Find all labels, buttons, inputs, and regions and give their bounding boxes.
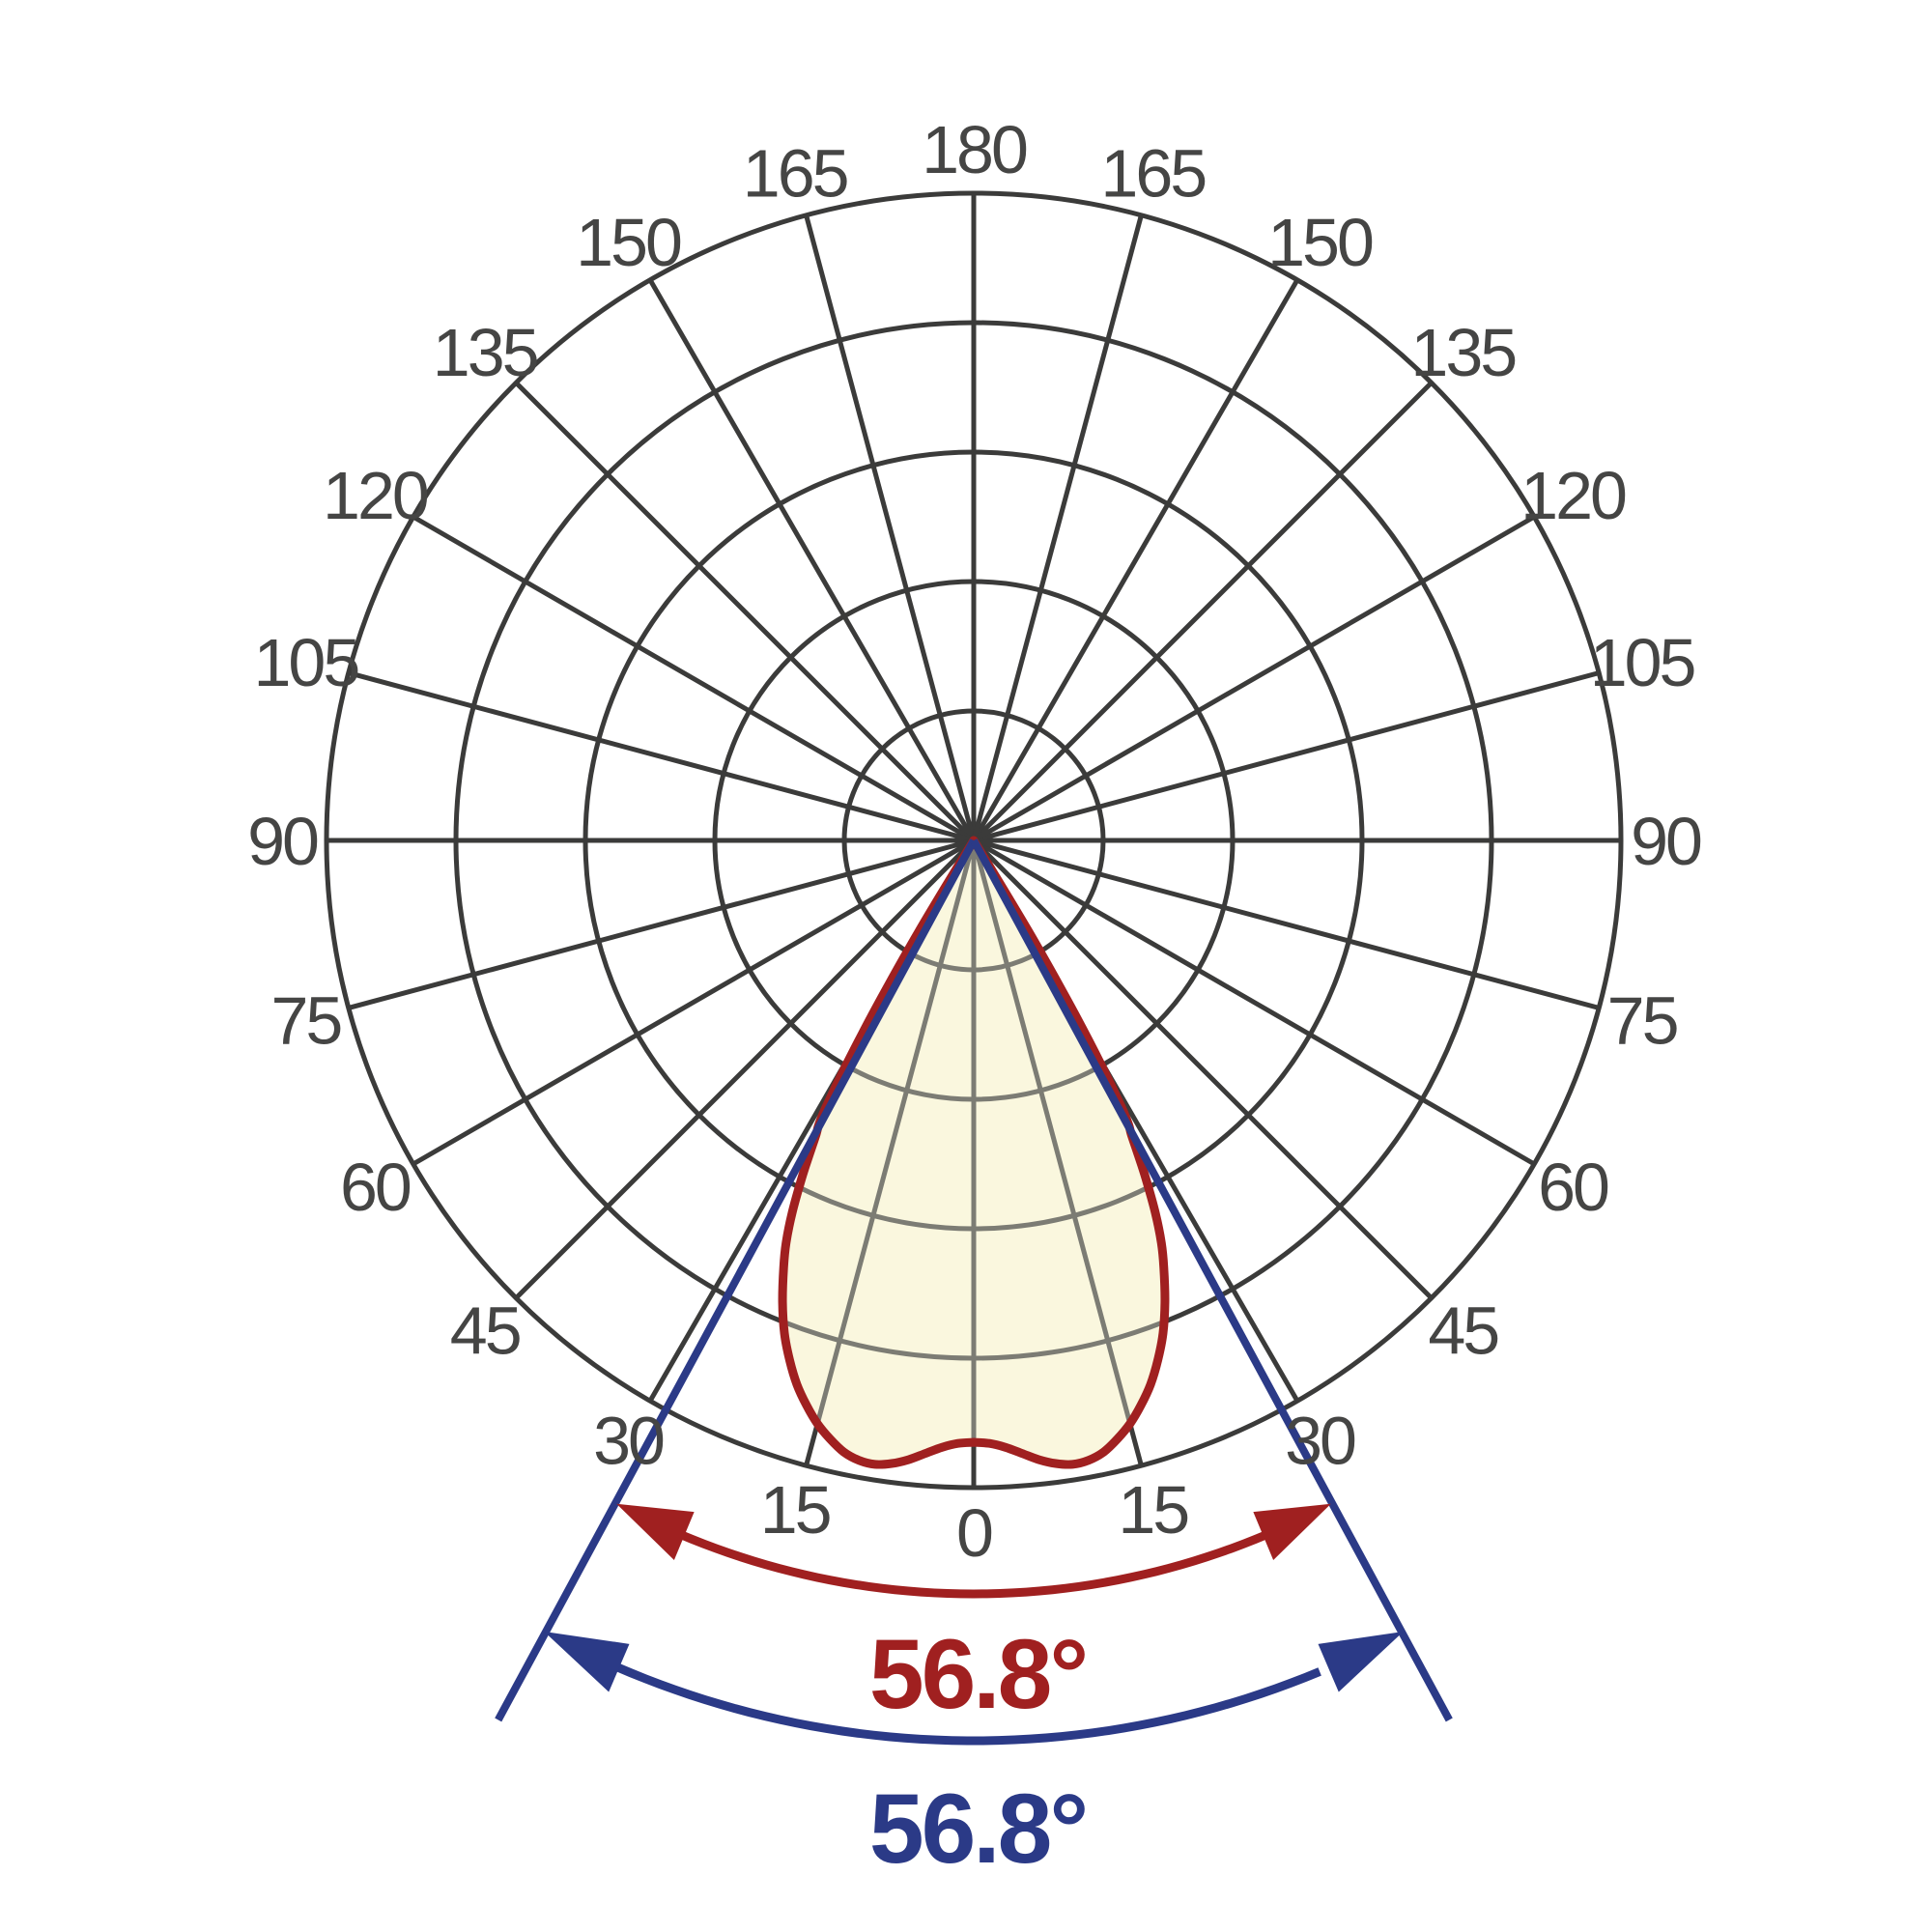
angle-tick-label: 15 (1118, 1472, 1187, 1548)
angle-tick-label: 165 (743, 136, 847, 212)
angle-tick-label: 75 (270, 983, 340, 1059)
angle-tick-label: 120 (323, 458, 428, 533)
beam-angle-label-c90: 56.8° (869, 1774, 1086, 1884)
angle-tick-label: 45 (450, 1293, 520, 1368)
angle-tick-label: 60 (340, 1150, 411, 1225)
c0-beam-angle-indicator-arc (677, 1529, 1270, 1599)
angle-tick-label: 150 (1267, 205, 1373, 280)
angle-tick-label: 165 (1100, 136, 1205, 212)
beam-curve (778, 836, 1170, 1469)
c0-beam-angle-indicator-arrowhead-right (1253, 1503, 1331, 1561)
angle-tick-label: 105 (1590, 625, 1694, 700)
c0-beam-angle-indicator-arrowhead-left (616, 1503, 695, 1561)
angle-tick-label: 15 (760, 1472, 830, 1548)
angle-tick-label: 0 (956, 1495, 992, 1571)
angle-tick-label: 30 (593, 1403, 664, 1478)
angle-tick-label: 150 (576, 205, 681, 280)
beam-angle-boundary-line-left (495, 838, 978, 1722)
angle-tick-label: 90 (1631, 804, 1701, 879)
c0-beam-angle-indicator (616, 1503, 1331, 1599)
c90-beam-angle-indicator-arrowhead-left (544, 1632, 630, 1692)
angle-tick-label: 120 (1520, 458, 1626, 533)
beam-angle-boundary-line-right (970, 838, 1453, 1722)
angle-tick-label: 30 (1285, 1403, 1355, 1478)
angle-tick-label: 60 (1538, 1150, 1608, 1225)
angle-tick-label: 90 (247, 804, 318, 879)
c90-beam-angle-indicator-arc (614, 1662, 1321, 1746)
angle-tick-label: 135 (1410, 315, 1515, 390)
angle-tick-label: 75 (1607, 983, 1677, 1059)
angle-tick-label: 105 (254, 625, 358, 700)
c90-beam-angle-indicator (544, 1632, 1404, 1746)
c90-beam-angle-indicator-arrowhead-right (1318, 1632, 1404, 1692)
beam-angle-label-c0: 56.8° (869, 1619, 1086, 1729)
angle-tick-label: 180 (922, 112, 1027, 187)
angle-tick-label: 135 (433, 315, 537, 390)
angle-tick-label: 45 (1428, 1293, 1497, 1368)
